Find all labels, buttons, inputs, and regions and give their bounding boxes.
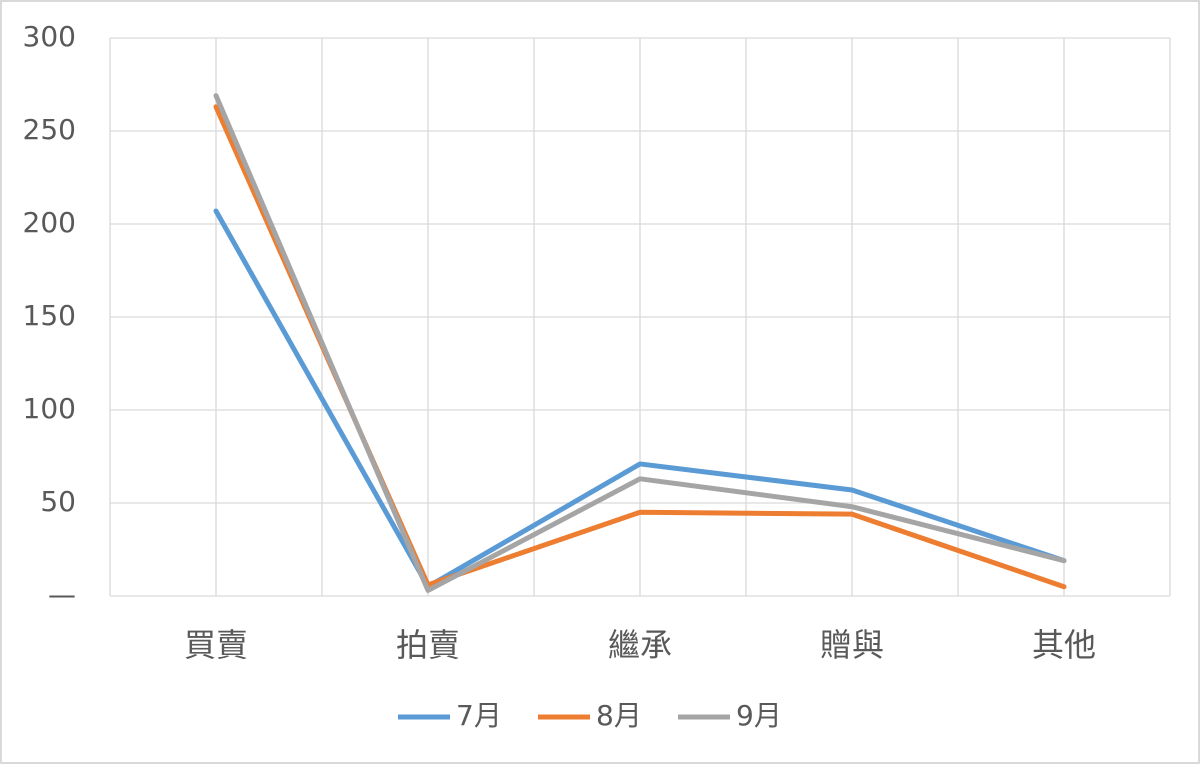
y-tick-label: 150 bbox=[23, 299, 76, 332]
x-tick-label: 贈與 bbox=[820, 626, 884, 664]
x-tick-label: 買賣 bbox=[184, 626, 248, 664]
y-tick-label: 50 bbox=[40, 485, 76, 518]
series-line bbox=[213, 208, 1067, 590]
y-tick-label: — bbox=[48, 578, 76, 611]
y-tick-label: 200 bbox=[23, 206, 76, 239]
series-line bbox=[213, 93, 1067, 593]
y-tick-label: 250 bbox=[23, 113, 76, 146]
x-tick-label: 拍賣 bbox=[396, 626, 460, 664]
x-tick-label: 其他 bbox=[1032, 626, 1096, 664]
legend-label: 8月 bbox=[596, 699, 642, 732]
y-tick-label: 100 bbox=[23, 392, 76, 425]
legend-label: 9月 bbox=[736, 699, 782, 732]
x-tick-label: 繼承 bbox=[608, 626, 672, 664]
legend-label: 7月 bbox=[456, 699, 502, 732]
y-tick-label: 300 bbox=[23, 20, 76, 53]
